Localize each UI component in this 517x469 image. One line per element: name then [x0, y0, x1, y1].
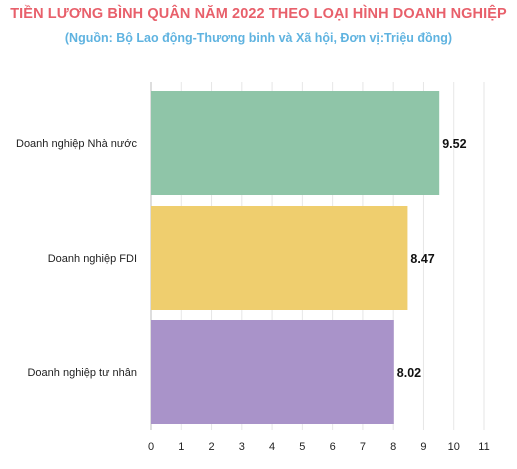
bar	[151, 91, 440, 195]
x-tick-label: 6	[330, 441, 336, 453]
x-tick-label: 2	[208, 441, 214, 453]
x-tick-label: 10	[448, 441, 460, 453]
bar	[151, 320, 394, 424]
x-axis-ticks: 0 1 2 3 4 5 6 7 8 9 10 11	[148, 441, 490, 453]
category-label: Doanh nghiệp FDI	[48, 253, 137, 265]
value-label: 9.52	[442, 137, 466, 151]
chart-subtitle: (Nguồn: Bộ Lao động-Thương binh và Xã hộ…	[64, 31, 453, 45]
value-label: 8.02	[397, 366, 421, 380]
value-labels: 9.52 8.47 8.02	[397, 137, 467, 380]
x-tick-label: 11	[478, 441, 489, 453]
x-tick-label: 0	[148, 441, 154, 453]
x-tick-label: 4	[269, 441, 275, 453]
chart-title: TIỀN LƯƠNG BÌNH QUÂN NĂM 2022 THEO LOẠI …	[10, 6, 507, 22]
x-tick-label: 5	[299, 441, 305, 453]
x-tick-label: 8	[390, 441, 396, 453]
x-tick-label: 1	[178, 441, 184, 453]
x-tick-label: 7	[360, 441, 366, 453]
category-labels: Doanh nghiệp Nhà nước Doanh nghiệp FDI Doa…	[16, 138, 137, 379]
bar	[151, 206, 408, 310]
x-tick-label: 3	[239, 441, 245, 453]
category-label: Doanh nghiệp tư nhân	[27, 367, 137, 379]
category-label: Doanh nghiệp Nhà nước	[16, 138, 137, 150]
value-label: 8.47	[410, 252, 434, 266]
bars	[151, 91, 440, 424]
x-tick-label: 9	[420, 441, 426, 453]
